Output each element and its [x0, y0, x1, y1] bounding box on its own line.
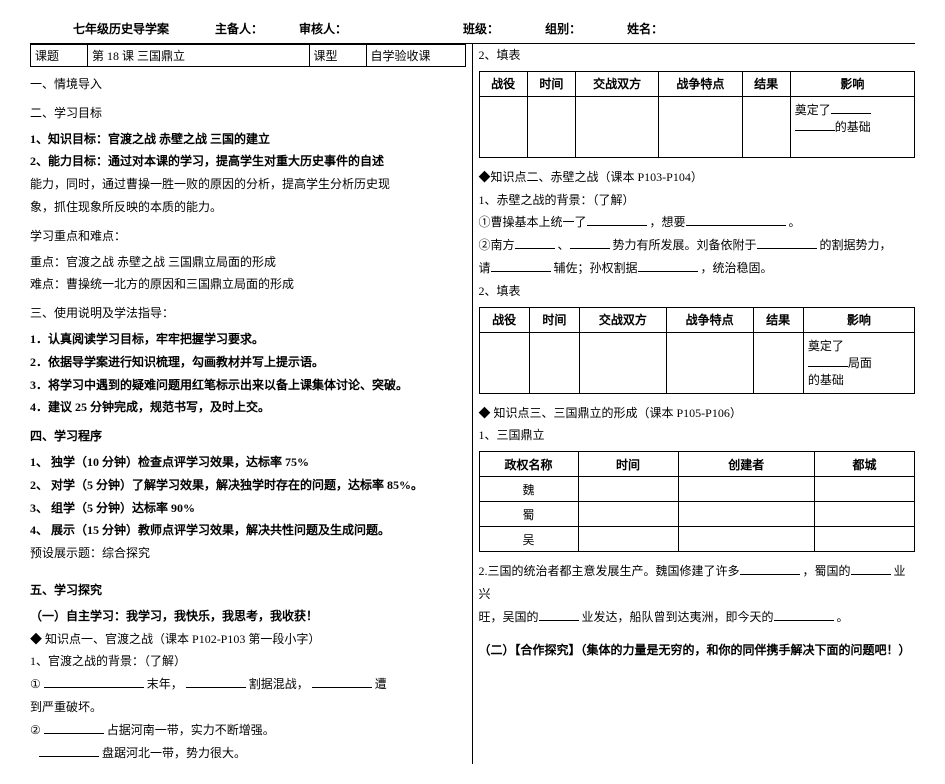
method-3: 3．将学习中遇到的疑难问题用红笔标示出来以备上课集体讨论、突破。	[30, 374, 466, 397]
table-row: 奠定了 的基础	[479, 96, 915, 157]
right-column: 2、填表 战役 时间 交战双方 战争特点 结果 影响 奠定了 的基础 ◆知识点二…	[473, 44, 916, 764]
table-header-row: 政权名称 时间 创建者 都城	[479, 452, 915, 477]
diamond-icon	[30, 632, 42, 646]
q1: 1、官渡之战的背景：（了解）	[30, 650, 466, 673]
ability-goal-2: 能力，同时，通过曹操一胜一败的原因的分析，提高学生分析历史现	[30, 173, 466, 196]
sec-5: 五、学习探究	[30, 579, 466, 602]
blank[interactable]	[39, 744, 99, 757]
blank[interactable]	[570, 236, 610, 249]
kp1: 知识点一、官渡之战（课本 P102-P103 第一段小字）	[30, 628, 466, 651]
topic-value: 第 18 课 三国鼎立	[88, 45, 310, 67]
table-row: 蜀	[479, 502, 915, 527]
blank[interactable]	[44, 675, 144, 688]
table-header-row: 战役 时间 交战双方 战争特点 结果 影响	[479, 307, 915, 332]
blank[interactable]	[831, 101, 871, 114]
fill-table-2: 2、填表	[479, 280, 916, 303]
table-row: 吴	[479, 527, 915, 552]
method-1: 1．认真阅读学习目标，牢牢把握学习要求。	[30, 328, 466, 351]
coop: （二）【合作探究】（集体的力量是无穷的，和你的同伴携手解决下面的问题吧！）	[479, 639, 916, 662]
ability-goal-3: 象，抓住现象所反映的本质的能力。	[30, 196, 466, 219]
kp2: ◆知识点二、赤壁之战（课本 P103-P104）	[479, 166, 916, 189]
table-row: 魏	[479, 477, 915, 502]
blank[interactable]	[795, 118, 835, 131]
kp3: ◆ 知识点三、三国鼎立的形成（课本 P105-P106）	[479, 402, 916, 425]
impact-cell[interactable]: 奠定了 的基础	[790, 96, 914, 157]
ability-goal-1: 2、能力目标：通过对本课的学习，提高学生对重大历史事件的自述	[30, 150, 466, 173]
battle-table-1: 战役 时间 交战双方 战争特点 结果 影响 奠定了 的基础	[479, 71, 916, 158]
proc-1: 1、 独学（10 分钟）检查点评学习效果，达标率 75%	[30, 451, 466, 474]
main-columns: 课题 第 18 课 三国鼎立 课型 自学验收课 一、情境导入 二、学习目标 1、…	[30, 43, 915, 764]
blank[interactable]	[757, 236, 817, 249]
sec-3: 三、使用说明及学法指导：	[30, 302, 466, 325]
q1b: ② 占据河南一带，实力不断增强。	[30, 719, 466, 742]
keypoint-2: 难点：曹操统一北方的原因和三国鼎立局面的形成	[30, 273, 466, 296]
blank[interactable]	[740, 562, 800, 575]
table-header-row: 战役 时间 交战双方 战争特点 结果 影响	[479, 71, 915, 96]
keypoint-1: 重点：官渡之战 赤壁之战 三国鼎立局面的形成	[30, 251, 466, 274]
topic-label: 课题	[31, 45, 88, 67]
hdr-name: 姓名：	[627, 20, 663, 37]
left-column: 课题 第 18 课 三国鼎立 课型 自学验收课 一、情境导入 二、学习目标 1、…	[30, 44, 473, 764]
sec-5a: （一）自主学习：我学习，我快乐，我思考，我收获！	[30, 605, 466, 628]
method-4: 4．建议 25 分钟完成，规范书写，及时上交。	[30, 396, 466, 419]
battle-table-2: 战役 时间 交战双方 战争特点 结果 影响 奠定了 局面 的基础	[479, 307, 916, 394]
blank[interactable]	[44, 721, 104, 734]
q1a: ① 末年， 割据混战， 遭	[30, 673, 466, 696]
blank[interactable]	[587, 213, 647, 226]
sec-4: 四、学习程序	[30, 425, 466, 448]
blank[interactable]	[312, 675, 372, 688]
preset: 预设展示题：综合探究	[30, 542, 466, 565]
kingdom-table: 政权名称 时间 创建者 都城 魏 蜀 吴	[479, 451, 916, 552]
topic-table: 课题 第 18 课 三国鼎立 课型 自学验收课	[30, 44, 466, 67]
table-row: 奠定了 局面 的基础	[479, 332, 915, 393]
sec-2: 二、学习目标	[30, 102, 466, 125]
blank[interactable]	[638, 259, 698, 272]
proc-3: 3、 组学（5 分钟）达标率 90%	[30, 497, 466, 520]
proc-4: 4、 展示（15 分钟）教师点评学习效果，解决共性问题及生成问题。	[30, 519, 466, 542]
blank[interactable]	[774, 608, 834, 621]
blank[interactable]	[851, 562, 891, 575]
type-label: 课型	[309, 45, 366, 67]
keypoints-title: 学习重点和难点：	[30, 225, 466, 248]
hdr-prep: 主备人：	[215, 20, 263, 37]
q1c: 盘踞河北一带，势力很大。	[30, 742, 466, 765]
page-header: 七年级历史导学案 主备人： 审核人： 班级： 组别： 姓名：	[30, 20, 915, 37]
q1a-end: 到严重破坏。	[30, 696, 466, 719]
dev-line1: 2.三国的统治者都主意发展生产。魏国修建了许多 ，蜀国的 业兴	[479, 560, 916, 606]
dev-line2: 旺，吴国的 业发达，船队曾到达夷洲，即今天的 。	[479, 606, 916, 629]
hdr-title: 七年级历史导学案	[73, 20, 169, 37]
blank[interactable]	[515, 236, 555, 249]
method-2: 2．依据导学案进行知识梳理，勾画教材并写上提示语。	[30, 351, 466, 374]
bg1: ①曹操基本上统一了 ，想要 。	[479, 211, 916, 234]
blank[interactable]	[808, 354, 848, 367]
proc-2: 2、 对学（5 分钟）了解学习效果，解决独学时存在的问题，达标率 85%。	[30, 474, 466, 497]
knowledge-goal: 1、知识目标：官渡之战 赤壁之战 三国的建立	[30, 128, 466, 151]
type-value: 自学验收课	[366, 45, 465, 67]
hdr-class: 班级：	[463, 20, 499, 37]
sec-1: 一、情境导入	[30, 73, 466, 96]
impact-cell[interactable]: 奠定了 局面 的基础	[803, 332, 914, 393]
bg2-line1: ②南方 、 势力有所发展。刘备依附于 的割据势力，	[479, 234, 916, 257]
fill-table-1: 2、填表	[479, 44, 916, 67]
bg2-line2: 请 辅佐；孙权割据 ，统治稳固。	[479, 257, 916, 280]
blank[interactable]	[539, 608, 579, 621]
blank[interactable]	[686, 213, 786, 226]
blank[interactable]	[186, 675, 246, 688]
blank[interactable]	[491, 259, 551, 272]
hdr-group: 组别：	[545, 20, 581, 37]
hdr-reviewer: 审核人：	[299, 20, 347, 37]
bg-title: 1、赤壁之战的背景：（了解）	[479, 189, 916, 212]
sg-title: 1、三国鼎立	[479, 424, 916, 447]
